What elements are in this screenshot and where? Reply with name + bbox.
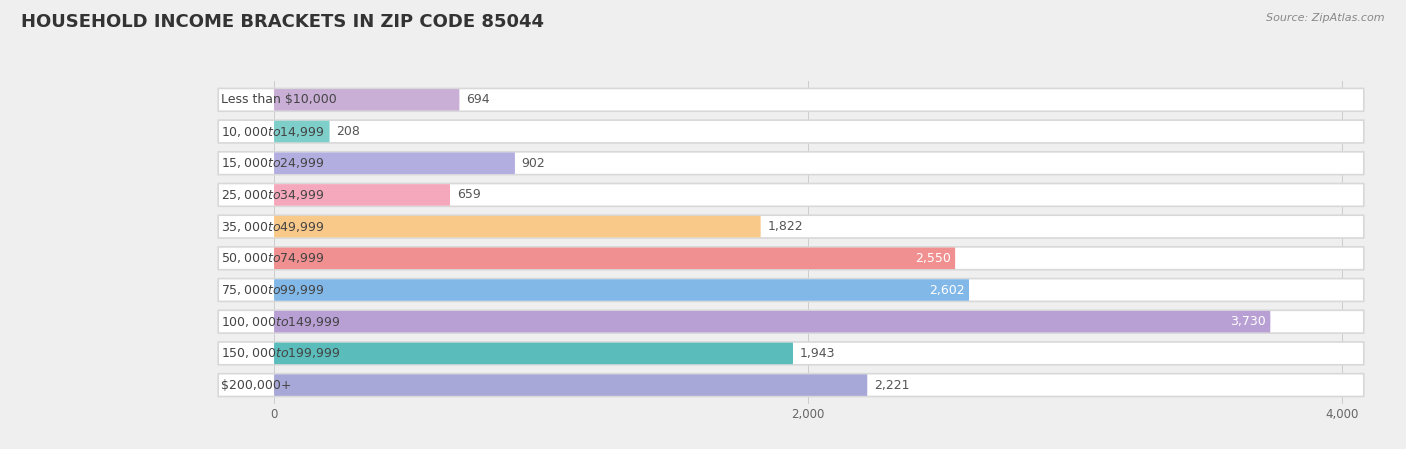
FancyBboxPatch shape	[218, 374, 1364, 396]
Text: 3,730: 3,730	[1230, 315, 1267, 328]
Text: $50,000 to $74,999: $50,000 to $74,999	[221, 251, 325, 265]
Text: 208: 208	[336, 125, 360, 138]
FancyBboxPatch shape	[218, 310, 1364, 333]
FancyBboxPatch shape	[274, 89, 460, 110]
Text: $35,000 to $49,999: $35,000 to $49,999	[221, 220, 325, 233]
FancyBboxPatch shape	[218, 247, 1364, 270]
FancyBboxPatch shape	[274, 184, 450, 206]
FancyBboxPatch shape	[274, 374, 868, 396]
Text: $15,000 to $24,999: $15,000 to $24,999	[221, 156, 325, 170]
FancyBboxPatch shape	[274, 153, 515, 174]
Text: 2,221: 2,221	[875, 379, 910, 392]
FancyBboxPatch shape	[274, 343, 793, 364]
Text: 1,822: 1,822	[768, 220, 803, 233]
Text: 2,550: 2,550	[915, 252, 950, 265]
FancyBboxPatch shape	[218, 152, 1364, 175]
Text: 659: 659	[457, 189, 481, 202]
FancyBboxPatch shape	[218, 184, 1364, 207]
FancyBboxPatch shape	[274, 311, 1271, 332]
FancyBboxPatch shape	[218, 215, 1364, 238]
Text: $75,000 to $99,999: $75,000 to $99,999	[221, 283, 325, 297]
Text: $10,000 to $14,999: $10,000 to $14,999	[221, 124, 325, 139]
Text: $200,000+: $200,000+	[221, 379, 291, 392]
Text: Source: ZipAtlas.com: Source: ZipAtlas.com	[1267, 13, 1385, 23]
Text: HOUSEHOLD INCOME BRACKETS IN ZIP CODE 85044: HOUSEHOLD INCOME BRACKETS IN ZIP CODE 85…	[21, 13, 544, 31]
Text: 2,602: 2,602	[929, 283, 965, 296]
Text: 694: 694	[465, 93, 489, 106]
Text: 902: 902	[522, 157, 546, 170]
Text: $100,000 to $149,999: $100,000 to $149,999	[221, 315, 340, 329]
FancyBboxPatch shape	[218, 342, 1364, 365]
FancyBboxPatch shape	[274, 279, 969, 301]
FancyBboxPatch shape	[218, 278, 1364, 301]
FancyBboxPatch shape	[274, 216, 761, 238]
Text: 1,943: 1,943	[800, 347, 835, 360]
FancyBboxPatch shape	[218, 88, 1364, 111]
FancyBboxPatch shape	[274, 247, 955, 269]
FancyBboxPatch shape	[218, 120, 1364, 143]
Text: $25,000 to $34,999: $25,000 to $34,999	[221, 188, 325, 202]
Text: $150,000 to $199,999: $150,000 to $199,999	[221, 346, 340, 361]
Text: Less than $10,000: Less than $10,000	[221, 93, 336, 106]
FancyBboxPatch shape	[274, 121, 329, 142]
